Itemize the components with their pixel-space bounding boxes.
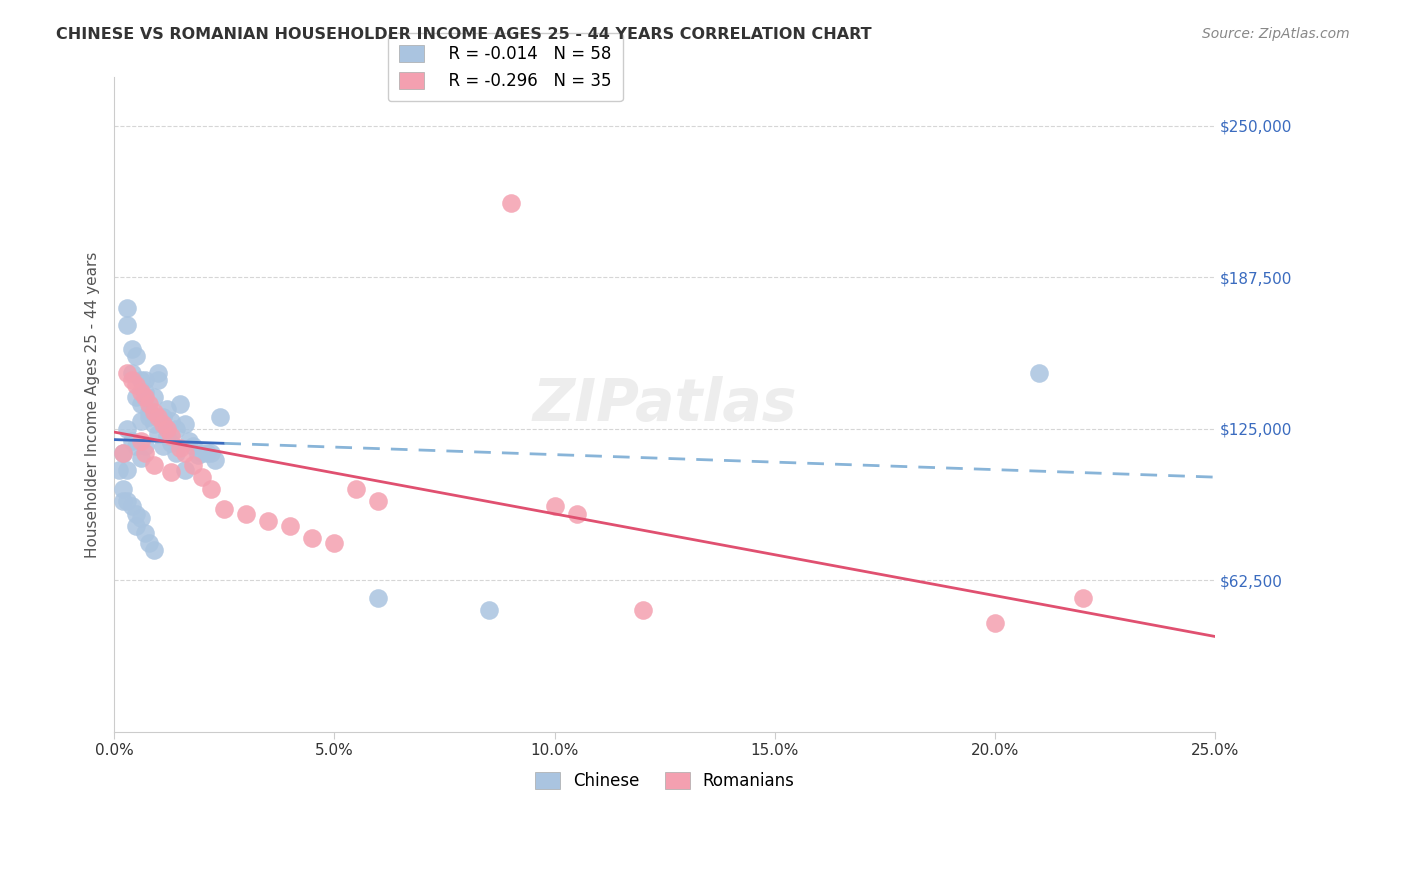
Point: [138, 405, 160, 419]
Legend: Chinese, Romanians: Chinese, Romanians: [523, 760, 807, 802]
Point: [134, 390, 156, 404]
Point: [117, 366, 139, 380]
Point: [200, 483, 222, 497]
Text: ZIPatlas: ZIPatlas: [533, 376, 797, 433]
Point: [121, 342, 143, 356]
Point: [142, 542, 165, 557]
Point: [367, 591, 389, 606]
Point: [142, 417, 165, 431]
Point: [160, 466, 183, 480]
Point: [121, 434, 143, 448]
Point: [134, 525, 156, 540]
Point: [204, 453, 226, 467]
Point: [142, 458, 165, 472]
Point: [280, 518, 302, 533]
Point: [142, 390, 165, 404]
Point: [183, 458, 205, 472]
Point: [148, 409, 170, 424]
Point: [142, 405, 165, 419]
Point: [111, 483, 134, 497]
Point: [125, 390, 148, 404]
Point: [129, 414, 152, 428]
Point: [367, 494, 389, 508]
Point: [117, 301, 139, 315]
Point: [134, 385, 156, 400]
Point: [111, 446, 134, 460]
Point: [156, 429, 179, 443]
Y-axis label: Householder Income Ages 25 - 44 years: Householder Income Ages 25 - 44 years: [86, 252, 100, 558]
Point: [191, 470, 214, 484]
Point: [129, 450, 152, 465]
Point: [129, 397, 152, 411]
Point: [111, 494, 134, 508]
Point: [187, 449, 209, 463]
Point: [121, 366, 143, 380]
Point: [1028, 366, 1050, 380]
Point: [148, 426, 170, 441]
Point: [107, 463, 129, 477]
Point: [129, 434, 152, 448]
Point: [117, 494, 139, 508]
Point: [117, 318, 139, 332]
Point: [183, 439, 205, 453]
Point: [165, 446, 187, 460]
Point: [160, 429, 183, 443]
Point: [477, 603, 499, 617]
Point: [152, 409, 174, 424]
Point: [138, 409, 160, 424]
Point: [631, 603, 654, 617]
Point: [134, 446, 156, 460]
Point: [134, 439, 156, 453]
Point: [111, 446, 134, 460]
Point: [125, 507, 148, 521]
Point: [173, 446, 195, 460]
Text: Source: ZipAtlas.com: Source: ZipAtlas.com: [1202, 27, 1350, 41]
Point: [984, 615, 1007, 630]
Text: CHINESE VS ROMANIAN HOUSEHOLDER INCOME AGES 25 - 44 YEARS CORRELATION CHART: CHINESE VS ROMANIAN HOUSEHOLDER INCOME A…: [56, 27, 872, 42]
Point: [195, 446, 218, 460]
Point: [169, 397, 191, 411]
Point: [117, 463, 139, 477]
Point: [125, 378, 148, 392]
Point: [177, 434, 200, 448]
Point: [346, 483, 368, 497]
Point: [148, 373, 170, 387]
Point: [138, 397, 160, 411]
Point: [169, 441, 191, 455]
Point: [173, 417, 195, 431]
Point: [173, 463, 195, 477]
Point: [235, 507, 257, 521]
Point: [156, 422, 179, 436]
Point: [129, 373, 152, 387]
Point: [200, 446, 222, 460]
Point: [129, 511, 152, 525]
Point: [117, 422, 139, 436]
Point: [301, 531, 323, 545]
Point: [125, 349, 148, 363]
Point: [257, 514, 280, 528]
Point: [208, 409, 231, 424]
Point: [499, 196, 522, 211]
Point: [129, 385, 152, 400]
Point: [191, 446, 214, 460]
Point: [134, 373, 156, 387]
Point: [148, 366, 170, 380]
Point: [1071, 591, 1094, 606]
Point: [121, 373, 143, 387]
Point: [543, 500, 565, 514]
Point: [125, 518, 148, 533]
Point: [160, 436, 183, 450]
Point: [152, 439, 174, 453]
Point: [323, 535, 346, 549]
Point: [125, 439, 148, 453]
Point: [156, 402, 179, 417]
Point: [214, 501, 236, 516]
Point: [138, 535, 160, 549]
Point: [160, 414, 183, 428]
Point: [565, 507, 588, 521]
Point: [121, 500, 143, 514]
Point: [152, 417, 174, 431]
Point: [165, 422, 187, 436]
